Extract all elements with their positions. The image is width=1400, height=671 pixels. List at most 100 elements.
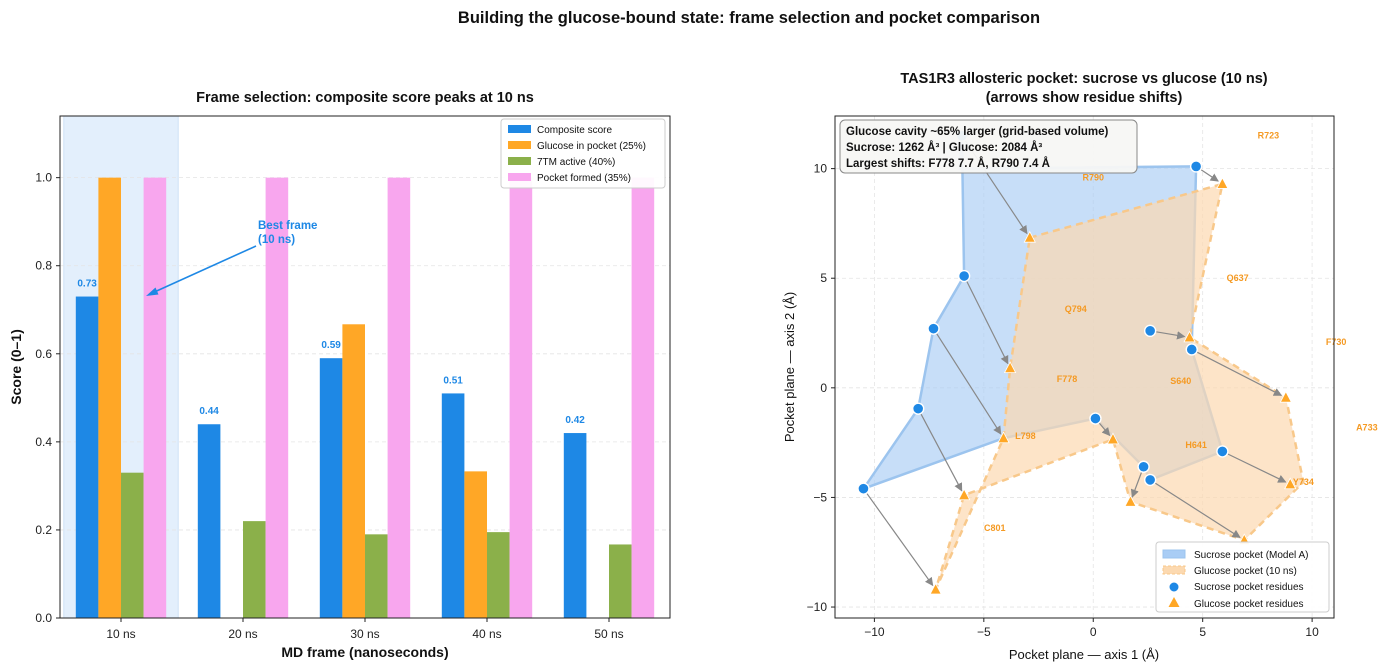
- legend-swatch-glucose: [508, 141, 531, 149]
- sucrose-residue-point: [1143, 473, 1157, 487]
- bar-tm7: [487, 532, 510, 618]
- info-box: Glucose cavity ~65% larger (grid-based v…: [839, 119, 1138, 174]
- residue-shift-arrows: [866, 140, 1287, 587]
- sucrose-residue-points: [857, 129, 1229, 495]
- shift-arrow: [1154, 482, 1241, 538]
- bar-glucose: [98, 177, 121, 618]
- x-tick-label: −10: [864, 625, 885, 639]
- glucose-residue-point: [1183, 330, 1196, 343]
- right-legend: Sucrose pocket (Model A) Glucose pocket …: [1155, 541, 1330, 613]
- shift-arrow: [1196, 351, 1283, 396]
- legend-item-sucrose-residues: Sucrose pocket residues: [1168, 581, 1304, 593]
- bar-value-label: 0.51: [443, 375, 463, 386]
- bar-glucose: [464, 471, 487, 618]
- residue-label: F778: [1057, 374, 1078, 384]
- y-tick-label: 0.0: [35, 611, 52, 625]
- sucrose-residue-point: [1185, 343, 1198, 356]
- residue-labels: R723 R790 Q637 Q794 F730 F778 S640 L798 A733 H641…: [984, 131, 1378, 533]
- shift-arrow: [936, 333, 1002, 435]
- right-y-ticks: −10 −5 0 5 10: [807, 162, 835, 614]
- residue-label: Q637: [1227, 273, 1249, 283]
- y-tick-label: 0.6: [35, 347, 52, 361]
- left-y-ticks: 0.0 0.2 0.4 0.6 0.8 1.0: [35, 171, 60, 625]
- bar-pocket: [631, 177, 655, 618]
- bar-pocket: [265, 177, 289, 618]
- y-tick-label: 5: [820, 271, 827, 285]
- legend-label-glucose-residues: Glucose pocket residues: [1194, 599, 1304, 610]
- shift-arrow: [1098, 422, 1111, 437]
- left-legend-frame: [500, 118, 666, 189]
- left-chart-title: Frame selection: composite score peaks a…: [196, 90, 534, 106]
- bar-pocket: [509, 177, 533, 618]
- left-x-axis-label: MD frame (nanoseconds): [281, 644, 448, 660]
- legend-label-glucose: Glucose in pocket (25%): [537, 141, 646, 152]
- y-tick-label: 0.4: [35, 435, 52, 449]
- info-box-line-2: Sucrose: 1262 Å³ | Glucose: 2084 Å³: [846, 141, 1042, 154]
- bar-tm7: [609, 544, 632, 618]
- legend-label-composite: Composite score: [537, 125, 612, 136]
- legend-item-glucose-pocket: Glucose pocket (10 ns): [1162, 565, 1297, 577]
- left-value-labels: 0.73 0.44 0.59 0.51 0.42: [77, 279, 585, 427]
- legend-label-glucose-pocket: Glucose pocket (10 ns): [1194, 566, 1297, 577]
- legend-item-glucose: Glucose in pocket (25%): [508, 141, 646, 152]
- legend-item-sucrose-pocket: Sucrose pocket (Model A): [1162, 549, 1309, 561]
- glucose-residue-point: [1279, 390, 1293, 403]
- legend-swatch-sucrose-pocket: [1162, 549, 1186, 559]
- right-chart-title-line-2: (arrows show residue shifts): [986, 90, 1183, 106]
- glucose-residue-point: [1284, 477, 1297, 490]
- sucrose-residue-point: [1089, 412, 1102, 425]
- bar-glucose: [342, 324, 365, 618]
- sucrose-residue-point: [911, 402, 925, 415]
- legend-label-sucrose-pocket: Sucrose pocket (Model A): [1194, 550, 1309, 561]
- residue-label: R790: [1082, 172, 1104, 182]
- shift-arrow: [1130, 472, 1143, 498]
- bar-value-label: 0.42: [565, 415, 585, 426]
- left-legend: Composite score Glucose in pocket (25%) …: [500, 118, 666, 189]
- residue-label: H641: [1185, 440, 1207, 450]
- annotation-arrowhead: [146, 287, 159, 296]
- x-tick-label: 20 ns: [228, 627, 257, 641]
- legend-swatch-7tm: [508, 157, 531, 165]
- x-tick-label: 10: [1305, 625, 1319, 639]
- y-tick-label: 0.2: [35, 523, 52, 537]
- glucose-residue-point: [1003, 361, 1017, 373]
- y-tick-label: −5: [813, 490, 827, 504]
- left-y-axis-label: Score (0–1): [8, 329, 24, 404]
- left-x-ticks: 10 ns 20 ns 30 ns 40 ns 50 ns: [106, 618, 624, 641]
- legend-label-7tm: 7TM active (40%): [537, 157, 615, 168]
- shift-arrow: [1200, 169, 1219, 182]
- legend-swatch-glucose-pocket: [1162, 565, 1186, 575]
- info-box-line-1: Glucose cavity ~65% larger (grid-based v…: [846, 126, 1109, 138]
- legend-swatch-composite: [508, 125, 531, 133]
- x-tick-label: −5: [977, 625, 991, 639]
- glucose-residue-point: [1216, 177, 1229, 189]
- annotation-line-1: Best frame: [258, 220, 317, 232]
- x-tick-label: 30 ns: [350, 627, 379, 641]
- right-x-ticks: −10 −5 0 5 10: [864, 618, 1319, 639]
- right-x-axis-label: Pocket plane — axis 1 (Å): [1009, 647, 1159, 662]
- shift-arrow: [1227, 453, 1287, 483]
- bar-pocket: [143, 177, 167, 618]
- x-tick-label: 10 ns: [106, 627, 135, 641]
- sucrose-residue-point: [1137, 460, 1150, 473]
- legend-item-glucose-residues: Glucose pocket residues: [1168, 597, 1304, 610]
- residue-label: F730: [1326, 337, 1347, 347]
- residue-label: R723: [1258, 131, 1280, 141]
- bar-pocket: [387, 177, 411, 618]
- shift-arrow: [920, 413, 963, 492]
- y-tick-label: 1.0: [35, 171, 52, 185]
- bar-composite: [441, 393, 465, 618]
- annotation-line-2: (10 ns): [258, 234, 295, 246]
- residue-label: A733: [1356, 422, 1378, 432]
- bar-tm7: [365, 534, 388, 618]
- glucose-residue-point: [957, 488, 971, 501]
- right-chart-title-line-1: TAS1R3 allosteric pocket: sucrose vs glu…: [900, 71, 1267, 87]
- residue-label: Q794: [1065, 304, 1087, 314]
- y-tick-label: 0: [820, 381, 827, 395]
- legend-item-7tm: 7TM active (40%): [508, 157, 615, 168]
- bar-value-label: 0.59: [321, 340, 341, 351]
- legend-label-pocket: Pocket formed (35%): [537, 173, 631, 184]
- glucose-residue-point: [1106, 432, 1120, 445]
- legend-label-sucrose-residues: Sucrose pocket residues: [1194, 582, 1304, 593]
